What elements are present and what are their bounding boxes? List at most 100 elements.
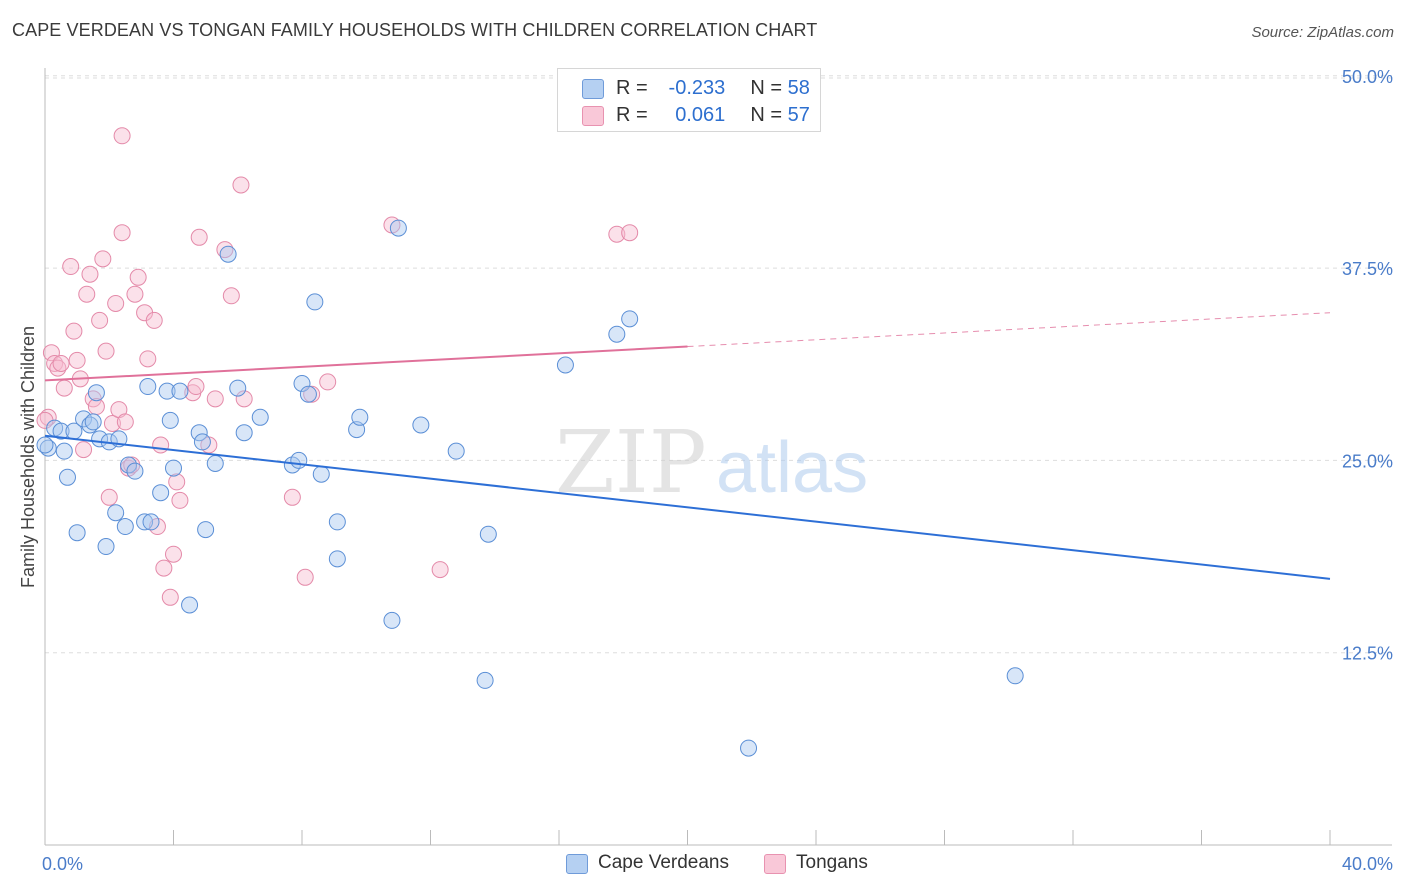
cape-verdeans-point xyxy=(197,521,215,539)
cape-verdeans-point xyxy=(136,513,154,531)
tongans-point xyxy=(65,322,83,340)
bottom-legend-label: Tongans xyxy=(796,852,868,873)
legend-n-value: 58 xyxy=(787,77,810,99)
tongans-trend-line-dashed xyxy=(687,312,1331,348)
tongans-point xyxy=(608,225,626,243)
tongans-trend-line xyxy=(44,345,688,382)
legend-swatch-blue xyxy=(582,79,604,99)
tongans-point xyxy=(145,311,163,329)
cape-verdeans-point xyxy=(251,408,269,426)
tongans-point xyxy=(139,350,157,368)
cape-verdeans-point xyxy=(120,456,138,474)
cape-verdeans-point xyxy=(39,439,57,457)
watermark-zip: ZIP xyxy=(555,413,707,513)
cape-verdeans-point xyxy=(81,416,99,434)
grid-lines xyxy=(45,75,1392,654)
tongans-point xyxy=(113,224,131,242)
tick-labels: 12.5% 25.0% 37.5% 50.0% 0.0% 40.0% xyxy=(42,67,1393,874)
legend-n-label: N = xyxy=(750,77,783,99)
cape-verdeans-point xyxy=(479,525,497,543)
cape-verdeans-point xyxy=(235,424,253,442)
tongans-point xyxy=(78,285,96,303)
tongans-point xyxy=(235,390,253,408)
cape-verdeans-point xyxy=(161,411,179,429)
y-tick-label: 12.5% xyxy=(1342,644,1393,664)
tongans-point xyxy=(91,311,109,329)
cape-verdeans-point xyxy=(68,524,86,542)
tongans-point xyxy=(107,294,125,312)
cape-verdeans-point xyxy=(193,433,211,451)
legend-r-value: 0.061 xyxy=(675,104,726,126)
cape-verdeans-point xyxy=(190,424,208,442)
x-tick-label: 40.0% xyxy=(1342,854,1393,874)
cape-verdeans-point xyxy=(312,465,330,483)
cape-verdeans-point xyxy=(447,442,465,460)
cape-verdeans-point xyxy=(328,513,346,531)
cape-verdeans-point xyxy=(171,382,189,400)
tongans-point xyxy=(81,265,99,283)
cape-verdeans-point xyxy=(412,416,430,434)
cape-verdeans-point xyxy=(158,382,176,400)
tongans-point xyxy=(68,351,86,369)
tongans-point xyxy=(49,359,67,377)
tongans-point xyxy=(52,354,70,372)
cape-verdeans-point xyxy=(621,310,639,328)
cape-verdeans-point xyxy=(306,293,324,311)
tongans-point xyxy=(155,559,173,577)
cape-verdeans-point xyxy=(229,379,247,397)
cape-verdeans-point xyxy=(116,518,134,536)
tongans-point xyxy=(168,473,186,491)
y-tick-label: 37.5% xyxy=(1342,259,1393,279)
tongans-point xyxy=(283,488,301,506)
tongans-point xyxy=(165,545,182,563)
tongans-point xyxy=(94,250,112,268)
cape-verdeans-point xyxy=(181,596,199,614)
tongans-points xyxy=(36,127,639,606)
cape-verdeans-point xyxy=(290,451,308,469)
cape-verdeans-point xyxy=(389,219,407,237)
trend-lines xyxy=(44,312,1331,580)
cape-verdeans-points xyxy=(36,219,1024,757)
cape-verdeans-point xyxy=(139,378,157,396)
cape-verdeans-point xyxy=(97,538,115,556)
y-tick-label: 50.0% xyxy=(1342,67,1393,87)
tongans-point xyxy=(62,258,80,276)
x-tick-label: 0.0% xyxy=(42,854,83,874)
tongans-point xyxy=(116,413,134,431)
cape-verdeans-point xyxy=(293,374,311,392)
tongans-point xyxy=(621,224,639,242)
watermark-atlas: atlas xyxy=(716,428,868,508)
cape-verdeans-point xyxy=(476,671,494,689)
tongans-point xyxy=(46,354,64,372)
cape-verdeans-point xyxy=(84,413,102,431)
legend-r-value: -0.233 xyxy=(668,77,726,99)
tongans-point xyxy=(55,379,73,397)
tongans-point xyxy=(206,390,224,408)
legend-n-label: N = xyxy=(750,104,783,126)
tongans-point xyxy=(319,373,337,391)
bottom-legend-label: Cape Verdeans xyxy=(598,852,729,873)
cape-verdeans-point xyxy=(52,422,70,440)
cape-verdeans-point xyxy=(75,410,93,428)
cape-verdeans-point xyxy=(36,436,54,454)
cape-verdeans-point xyxy=(299,385,317,403)
cape-verdeans-point xyxy=(55,442,73,460)
bottom-legend-swatch-blue xyxy=(566,854,588,874)
legend-n-value: 57 xyxy=(787,104,810,126)
correlation-legend: R = -0.233 N = 58 R = 0.061 N = 57 xyxy=(557,68,821,132)
tongans-point xyxy=(97,342,115,360)
tongans-point xyxy=(126,285,144,303)
legend-swatch-pink xyxy=(582,106,604,126)
legend-r-label: R = xyxy=(616,104,648,126)
tongans-point xyxy=(152,436,170,454)
cape-verdeans-point xyxy=(152,484,170,502)
legend-r-label: R = xyxy=(616,77,648,99)
tongans-point xyxy=(431,561,449,579)
y-axis-label: Family Households with Children xyxy=(18,326,38,588)
tongans-point xyxy=(75,441,93,459)
cape-verdeans-point xyxy=(126,462,144,480)
axes xyxy=(44,68,1392,846)
tongans-point xyxy=(187,378,205,396)
cape-verdeans-point xyxy=(219,245,237,263)
cape-verdeans-point xyxy=(165,459,182,477)
